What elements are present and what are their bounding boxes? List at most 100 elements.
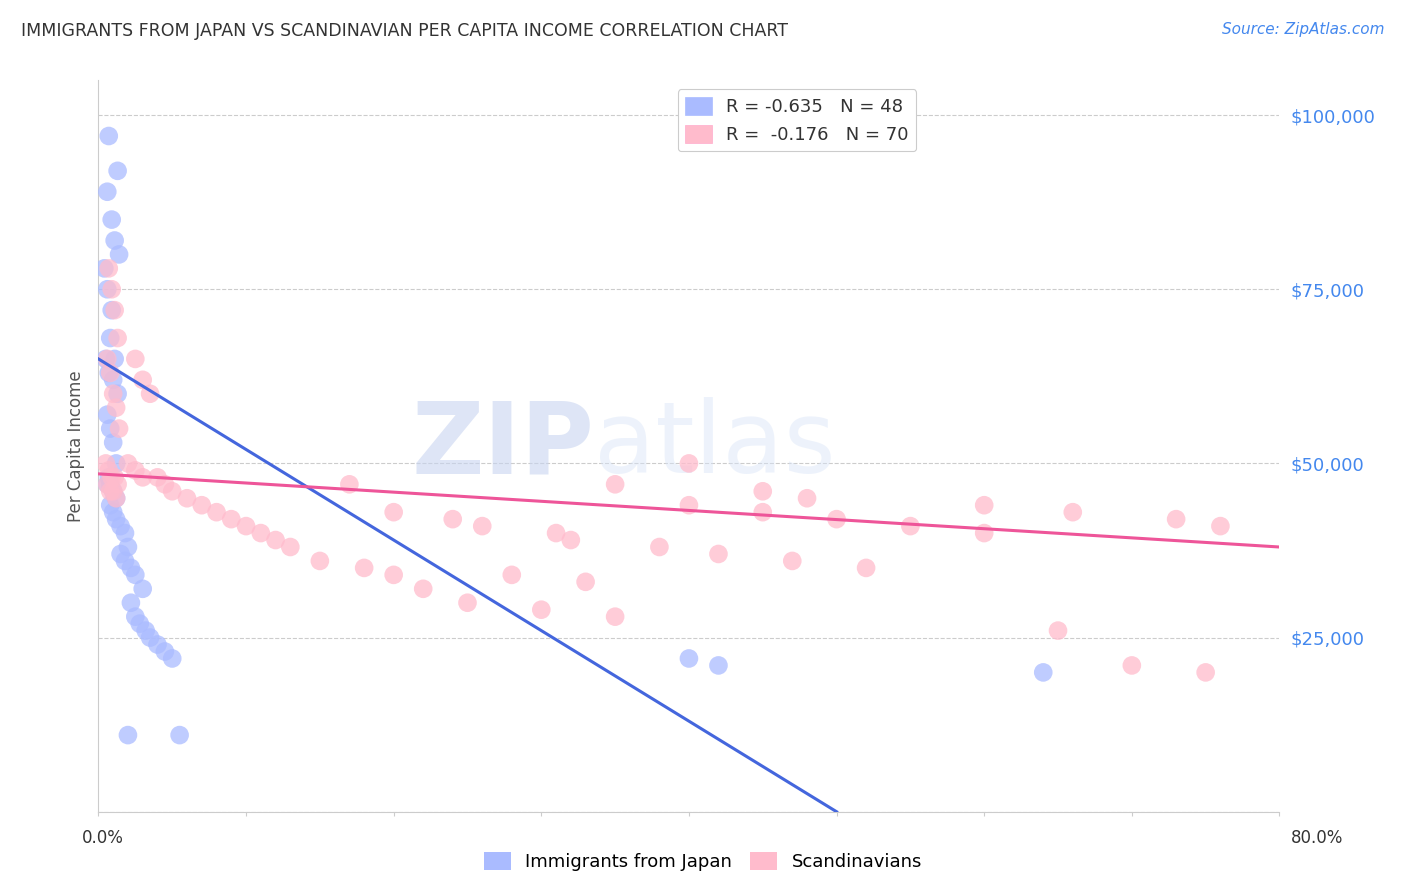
Point xyxy=(1209,519,1232,533)
Point xyxy=(110,519,132,533)
Point xyxy=(104,351,127,366)
Point xyxy=(900,519,922,533)
Point xyxy=(1046,624,1069,638)
Point xyxy=(94,457,117,471)
Point xyxy=(98,331,121,345)
Point xyxy=(103,484,125,499)
Point xyxy=(309,554,332,568)
Point xyxy=(412,582,434,596)
Point xyxy=(107,331,129,345)
Point xyxy=(103,386,125,401)
Point xyxy=(132,470,155,484)
Point xyxy=(501,567,523,582)
Point xyxy=(235,519,257,533)
Y-axis label: Per Capita Income: Per Capita Income xyxy=(66,370,84,522)
Point xyxy=(105,512,128,526)
Point xyxy=(97,463,120,477)
Point xyxy=(139,386,162,401)
Point xyxy=(98,484,121,499)
Point xyxy=(96,185,118,199)
Point xyxy=(1164,512,1187,526)
Point xyxy=(117,457,139,471)
Point xyxy=(98,421,121,435)
Point xyxy=(100,470,122,484)
Point xyxy=(707,658,730,673)
Point xyxy=(751,484,773,499)
Point xyxy=(98,498,121,512)
Point xyxy=(153,477,176,491)
Point xyxy=(100,282,122,296)
Text: ZIP: ZIP xyxy=(412,398,595,494)
Point xyxy=(97,261,120,276)
Point xyxy=(96,282,118,296)
Point xyxy=(264,533,287,547)
Point xyxy=(1032,665,1054,680)
Point xyxy=(678,457,700,471)
Point xyxy=(205,505,228,519)
Point xyxy=(114,526,136,541)
Point xyxy=(98,477,121,491)
Point xyxy=(973,526,995,541)
Point xyxy=(707,547,730,561)
Legend: R = -0.635   N = 48, R =  -0.176   N = 70: R = -0.635 N = 48, R = -0.176 N = 70 xyxy=(678,89,917,152)
Point xyxy=(96,408,118,422)
Point xyxy=(153,644,176,658)
Point xyxy=(560,533,582,547)
Text: 0.0%: 0.0% xyxy=(82,829,124,847)
Point xyxy=(353,561,375,575)
Point xyxy=(135,624,157,638)
Point xyxy=(1121,658,1143,673)
Point xyxy=(117,728,139,742)
Point xyxy=(93,261,115,276)
Point xyxy=(139,631,162,645)
Point xyxy=(456,596,478,610)
Point xyxy=(176,491,198,506)
Point xyxy=(96,351,118,366)
Point xyxy=(108,421,131,435)
Point xyxy=(124,609,146,624)
Point xyxy=(97,366,120,380)
Point xyxy=(98,366,121,380)
Point xyxy=(574,574,596,589)
Point xyxy=(648,540,671,554)
Point xyxy=(100,303,122,318)
Point xyxy=(337,477,360,491)
Point xyxy=(103,484,125,499)
Point xyxy=(96,477,118,491)
Point xyxy=(107,386,129,401)
Point xyxy=(105,401,128,415)
Point xyxy=(250,526,273,541)
Legend: Immigrants from Japan, Scandinavians: Immigrants from Japan, Scandinavians xyxy=(477,845,929,879)
Point xyxy=(382,567,405,582)
Point xyxy=(1062,505,1084,519)
Point xyxy=(796,491,818,506)
Point xyxy=(146,638,169,652)
Text: Source: ZipAtlas.com: Source: ZipAtlas.com xyxy=(1222,22,1385,37)
Point xyxy=(96,477,118,491)
Point xyxy=(751,505,773,519)
Point xyxy=(278,540,302,554)
Point xyxy=(678,651,700,665)
Point xyxy=(97,128,120,143)
Point xyxy=(382,505,405,519)
Point xyxy=(94,351,117,366)
Point xyxy=(825,512,848,526)
Point xyxy=(530,603,553,617)
Point xyxy=(103,505,125,519)
Point xyxy=(105,457,128,471)
Point xyxy=(544,526,567,541)
Point xyxy=(678,498,700,512)
Point xyxy=(103,373,125,387)
Point xyxy=(114,554,136,568)
Point xyxy=(104,303,127,318)
Point xyxy=(120,596,142,610)
Point xyxy=(605,477,627,491)
Point xyxy=(120,561,142,575)
Point xyxy=(169,728,191,742)
Point xyxy=(132,373,155,387)
Text: atlas: atlas xyxy=(595,398,837,494)
Point xyxy=(104,470,127,484)
Text: IMMIGRANTS FROM JAPAN VS SCANDINAVIAN PER CAPITA INCOME CORRELATION CHART: IMMIGRANTS FROM JAPAN VS SCANDINAVIAN PE… xyxy=(21,22,789,40)
Point xyxy=(1195,665,1218,680)
Point xyxy=(441,512,464,526)
